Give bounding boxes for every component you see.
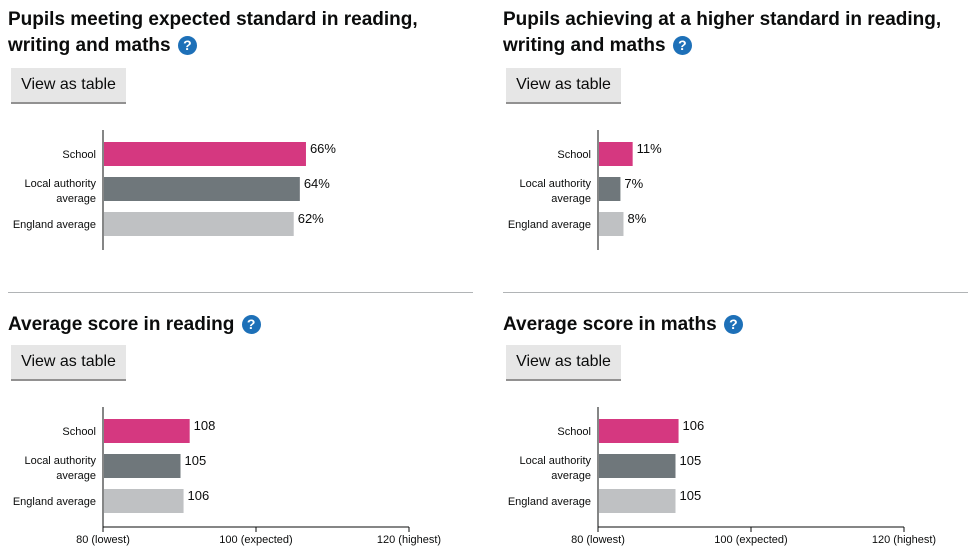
category-label: England average	[13, 219, 96, 231]
question-mark-icon[interactable]: ?	[177, 36, 197, 55]
data-label: 105	[680, 453, 702, 468]
bar	[104, 177, 300, 201]
x-tick-label: 120 (highest)	[872, 534, 936, 546]
view-as-table-button[interactable]: View as table	[11, 345, 126, 379]
x-tick-label: 80 (lowest)	[76, 534, 130, 546]
data-label: 62%	[298, 211, 324, 226]
data-label: 64%	[304, 176, 330, 191]
question-mark-icon[interactable]: ?	[723, 315, 743, 334]
bar-chart: 66% School 64% Local authority average 62% Eng…	[13, 130, 336, 250]
chart-title: Average score in reading ?	[8, 312, 473, 338]
category-label: School	[62, 426, 96, 438]
view-as-table-button[interactable]: View as table	[506, 68, 621, 102]
bar	[104, 489, 184, 513]
x-tick-label: 100 (expected)	[714, 534, 787, 546]
bar	[104, 419, 190, 443]
category-label: Local authority average	[24, 178, 96, 205]
data-label: 8%	[627, 211, 646, 226]
bar	[104, 212, 294, 236]
bar	[599, 142, 633, 166]
view-as-table-button[interactable]: View as table	[11, 68, 126, 102]
bar-chart: 11% School 7% Local authority average 8% Engla…	[508, 130, 662, 250]
question-mark-icon[interactable]: ?	[241, 315, 261, 334]
x-tick-label: 100 (expected)	[219, 534, 292, 546]
chart-title: Average score in maths ?	[503, 312, 968, 338]
x-tick-label: 120 (highest)	[377, 534, 441, 546]
bar	[599, 489, 676, 513]
bar	[599, 419, 679, 443]
data-label: 108	[194, 418, 216, 433]
bar	[104, 454, 181, 478]
category-label: School	[62, 149, 96, 161]
data-label: 105	[185, 453, 207, 468]
data-label: 11%	[637, 141, 662, 156]
data-label: 106	[683, 418, 705, 433]
data-label: 66%	[310, 141, 336, 156]
view-as-table-button[interactable]: View as table	[506, 345, 621, 379]
chart-title: Pupils meeting expected standard in read…	[8, 9, 418, 56]
category-label: Local authority average	[519, 178, 591, 205]
bar-chart: 106 School 105 Local authority average 105 Eng…	[508, 407, 936, 546]
data-label: 105	[680, 488, 702, 503]
category-label: Local authority average	[24, 455, 96, 482]
bar-chart: 108 School 105 Local authority average 106 Eng…	[13, 407, 441, 546]
x-tick-label: 80 (lowest)	[571, 534, 625, 546]
category-label: England average	[508, 219, 591, 231]
bar	[104, 142, 306, 166]
section-divider	[8, 292, 473, 293]
data-label: 7%	[624, 176, 643, 191]
category-label: England average	[508, 496, 591, 508]
category-label: School	[557, 149, 591, 161]
bar	[599, 212, 624, 236]
category-label: England average	[13, 496, 96, 508]
section-divider	[503, 292, 968, 293]
chart-title: Pupils achieving at a higher standard in…	[503, 9, 942, 56]
category-label: Local authority average	[519, 455, 591, 482]
data-label: 106	[188, 488, 210, 503]
question-mark-icon[interactable]: ?	[672, 36, 692, 55]
bar	[599, 454, 676, 478]
category-label: School	[557, 426, 591, 438]
bar	[599, 177, 621, 201]
